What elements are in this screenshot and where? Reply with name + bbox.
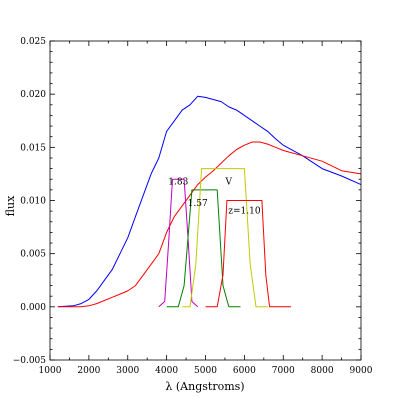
annotation-label-3: z=1.10 — [228, 206, 261, 216]
x-tick-label: 9000 — [350, 366, 373, 376]
x-tick-label: 2000 — [77, 366, 100, 376]
annotation-label-2: 1.57 — [188, 199, 208, 209]
series-line-0 — [57, 95, 362, 308]
x-axis-title: λ (Angstroms) — [165, 380, 244, 393]
x-tick-label: 6000 — [233, 366, 256, 376]
x-tick-label: 3000 — [116, 366, 139, 376]
y-tick-label: 0.010 — [20, 197, 46, 207]
y-tick-label: 0.020 — [20, 90, 46, 100]
x-tick-label: 8000 — [311, 366, 334, 376]
x-tick-label: 7000 — [272, 366, 295, 376]
x-tick-label: 4000 — [155, 366, 178, 376]
y-tick-label: 0.005 — [20, 250, 46, 260]
annotation-label-1: V — [225, 178, 233, 188]
series-line-3 — [166, 189, 241, 308]
series-line-4 — [182, 168, 268, 308]
series-line-1 — [57, 141, 362, 308]
y-tick-label: 0.000 — [20, 303, 46, 313]
axes-layer: 1000 2000 3000 4000 5000 6000 7000 8000 9000 −0.0… — [13, 37, 373, 376]
y-tick-label: 0.015 — [20, 143, 46, 153]
series-line-5 — [205, 200, 291, 308]
y-axis-title: flux — [4, 195, 17, 216]
series-line-2 — [158, 178, 199, 308]
annotation-label-0: 1.83 — [168, 178, 188, 188]
y-tick-label: 0.025 — [20, 37, 46, 47]
x-tick-label: 1000 — [39, 366, 62, 376]
annotation-layer: 1.83 V 1.57 z=1.10 — [168, 178, 261, 217]
series-layer — [57, 95, 362, 308]
x-tick-label: 5000 — [194, 366, 217, 376]
y-tick-label: −0.005 — [13, 356, 47, 366]
